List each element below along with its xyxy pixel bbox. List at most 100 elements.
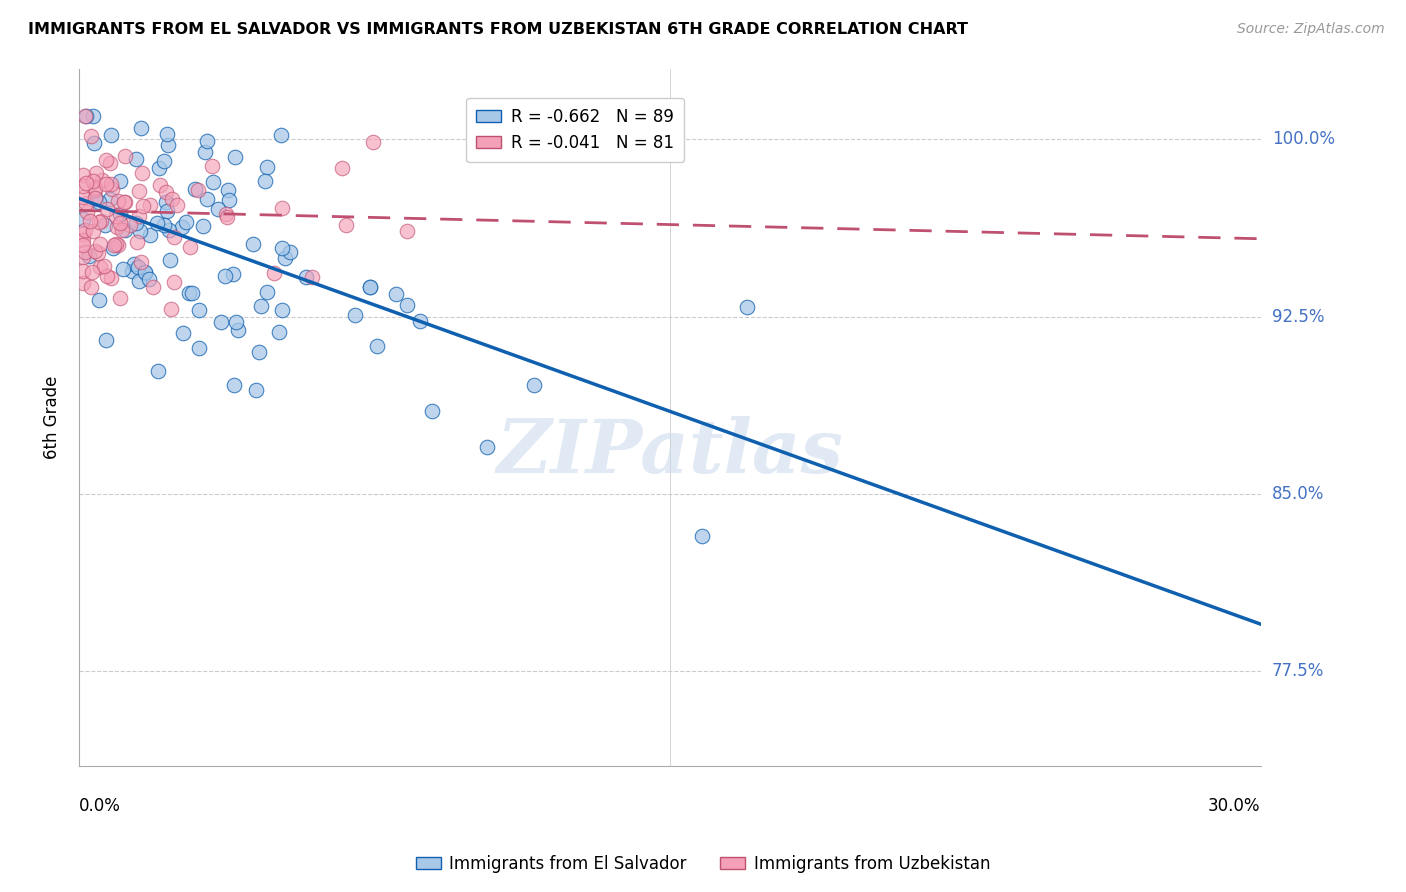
Point — [193, 219, 215, 233]
Point — [155, 185, 177, 199]
Point — [82, 223, 104, 237]
Point — [103, 240, 125, 254]
Point — [103, 238, 125, 252]
Point — [163, 275, 186, 289]
Point — [269, 325, 291, 339]
Point — [366, 339, 388, 353]
Point — [112, 261, 135, 276]
Point — [128, 274, 150, 288]
Text: Source: ZipAtlas.com: Source: ZipAtlas.com — [1237, 22, 1385, 37]
Point — [107, 237, 129, 252]
Point — [152, 218, 174, 232]
Text: ZIPatlas: ZIPatlas — [496, 416, 844, 489]
Point — [122, 257, 145, 271]
Point — [274, 252, 297, 266]
Point — [385, 287, 408, 301]
Point — [128, 184, 150, 198]
Text: 30.0%: 30.0% — [1208, 797, 1261, 814]
Point — [79, 213, 101, 227]
Point — [128, 224, 150, 238]
Point — [242, 237, 264, 252]
Point — [96, 333, 118, 347]
Point — [172, 326, 194, 340]
Point — [107, 194, 129, 208]
Point — [80, 280, 103, 294]
Point — [226, 323, 249, 337]
Point — [214, 268, 236, 283]
Point — [96, 202, 118, 216]
Point — [129, 120, 152, 135]
Point — [94, 177, 117, 191]
Point — [156, 137, 179, 152]
Point — [82, 109, 104, 123]
Point — [217, 183, 239, 197]
Point — [201, 160, 224, 174]
Point — [359, 280, 381, 294]
Point — [160, 301, 183, 316]
Point — [253, 174, 276, 188]
Point — [180, 285, 202, 300]
Point — [148, 161, 170, 175]
Point — [100, 178, 122, 192]
Point — [118, 218, 141, 232]
Point — [104, 209, 127, 223]
Point — [91, 173, 114, 187]
Point — [146, 216, 169, 230]
Point — [207, 202, 229, 216]
Point — [159, 252, 181, 267]
Legend: Immigrants from El Salvador, Immigrants from Uzbekistan: Immigrants from El Salvador, Immigrants … — [409, 848, 997, 880]
Point — [187, 302, 209, 317]
Point — [166, 198, 188, 212]
Point — [395, 224, 418, 238]
Text: 100.0%: 100.0% — [1272, 130, 1334, 148]
Point — [202, 175, 225, 189]
Point — [83, 136, 105, 150]
Point — [73, 109, 96, 123]
Point — [90, 214, 112, 228]
Text: 85.0%: 85.0% — [1272, 485, 1324, 503]
Point — [132, 199, 155, 213]
Point — [72, 238, 94, 252]
Point — [96, 269, 118, 284]
Point — [187, 182, 209, 196]
Point — [224, 150, 246, 164]
Point — [183, 182, 205, 196]
Point — [420, 404, 443, 418]
Point — [270, 201, 292, 215]
Point — [195, 192, 218, 206]
Point — [72, 227, 94, 241]
Point — [160, 192, 183, 206]
Point — [477, 441, 499, 455]
Point — [83, 244, 105, 258]
Point — [86, 246, 108, 260]
Point — [89, 260, 111, 275]
Point — [75, 109, 97, 123]
Point — [89, 195, 111, 210]
Point — [335, 218, 357, 232]
Point — [155, 194, 177, 209]
Point — [94, 153, 117, 167]
Point — [72, 212, 94, 227]
Point — [93, 259, 115, 273]
Point — [250, 299, 273, 313]
Point — [125, 216, 148, 230]
Point — [76, 205, 98, 219]
Point — [330, 161, 353, 175]
Point — [215, 207, 238, 221]
Point — [735, 300, 758, 314]
Point — [396, 298, 419, 312]
Point — [72, 190, 94, 204]
Point — [209, 315, 232, 329]
Point — [114, 222, 136, 236]
Point — [128, 209, 150, 223]
Point — [72, 250, 94, 264]
Point — [80, 265, 103, 279]
Point — [114, 195, 136, 210]
Point — [72, 264, 94, 278]
Point — [110, 216, 132, 230]
Point — [125, 152, 148, 166]
Point — [94, 218, 117, 232]
Point — [134, 266, 156, 280]
Point — [104, 237, 127, 252]
Point — [176, 215, 198, 229]
